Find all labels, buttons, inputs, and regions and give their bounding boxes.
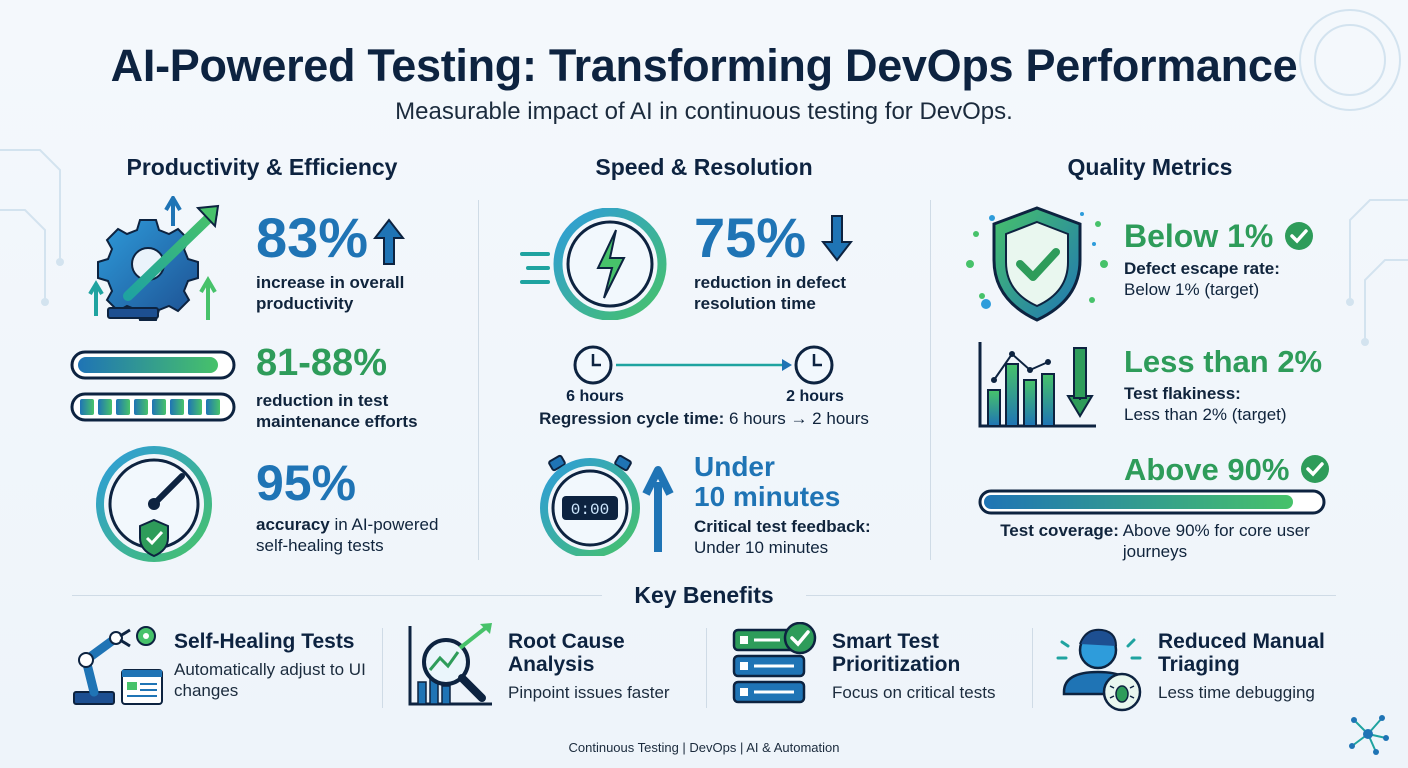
test-coverage-label: Test coverage: — [1000, 521, 1119, 540]
defect-resolution-desc: reduction in defect resolution time — [694, 273, 847, 313]
stopwatch-icon: 0:00 — [540, 454, 674, 556]
feedback-value-line1: Under — [694, 451, 775, 482]
regression-cycle-value: 6 hours → 2 hours — [724, 409, 869, 428]
benefit-desc: Focus on critical tests — [832, 683, 996, 702]
network-logo-icon — [1349, 715, 1389, 755]
check-circle-icon — [1284, 222, 1313, 250]
feedback-desc: Under 10 minutes — [694, 538, 829, 557]
robot-arm-icon — [73, 626, 163, 705]
feedback-desc-bold: Critical test feedback: — [694, 517, 871, 536]
page-title: AI-Powered Testing: Transforming DevOps … — [110, 40, 1298, 91]
defect-escape-value: Below 1% — [1124, 218, 1274, 254]
arrow-down-icon — [820, 215, 853, 262]
shield-check-icon — [966, 206, 1108, 322]
timeline-end-label: 2 hours — [786, 388, 844, 405]
feedback-value-line2: 10 minutes — [694, 481, 841, 512]
benefit-title: Smart Test Prioritization — [832, 630, 961, 676]
divider — [806, 595, 1336, 596]
benefit-title: Reduced Manual Triaging — [1158, 630, 1325, 676]
benefit-self-healing: Self-Healing Tests Automatically adjust … — [72, 622, 372, 712]
test-flakiness-desc: Less than 2% (target) — [1124, 405, 1287, 424]
productivity-heading: Productivity & Efficiency — [126, 154, 398, 180]
regression-cycle-label: Regression cycle time: — [539, 409, 725, 428]
person-bug-icon — [1056, 628, 1142, 712]
benefit-divider — [382, 628, 383, 708]
self-healing-accuracy-desc-bold: accuracy — [256, 515, 330, 534]
speed-heading: Speed & Resolution — [595, 154, 813, 180]
benefit-desc: Automatically adjust to UI changes — [174, 660, 366, 700]
clock-icon — [794, 345, 834, 385]
productivity-increase-desc: increase in overall productivity — [256, 273, 405, 313]
page-subtitle: Measurable impact of AI in continuous te… — [395, 98, 1013, 125]
arrow-up-icon — [372, 218, 405, 265]
fast-clock-icon — [520, 208, 667, 320]
maintenance-progress-bars-icon — [70, 350, 236, 422]
benefit-prioritization: Smart Test Prioritization Focus on criti… — [730, 622, 1030, 712]
regression-timeline-graphic — [573, 345, 834, 385]
benefit-root-cause: Root Cause Analysis Pinpoint issues fast… — [406, 622, 696, 712]
quality-heading: Quality Metrics — [1067, 154, 1233, 180]
stopwatch-display: 0:00 — [571, 501, 609, 519]
defect-escape-label: Defect escape rate: — [1124, 259, 1280, 278]
column-divider — [478, 200, 479, 560]
test-flakiness-value: Less than 2% — [1124, 344, 1323, 379]
key-benefits-heading: Key Benefits — [634, 582, 774, 608]
prioritized-list-icon — [732, 622, 817, 704]
benefit-title: Root Cause Analysis — [508, 630, 625, 676]
defect-resolution-value: 75% — [694, 206, 807, 269]
check-circle-icon — [1300, 455, 1329, 483]
maintenance-reduction-desc: reduction in test maintenance efforts — [256, 391, 418, 431]
benefit-desc: Pinpoint issues faster — [508, 683, 670, 702]
benefit-title: Self-Healing Tests — [174, 630, 355, 653]
productivity-increase-value: 83% — [256, 206, 369, 269]
self-healing-accuracy-value: 95% — [256, 455, 357, 511]
column-divider — [930, 200, 931, 560]
maintenance-reduction-value: 81-88% — [256, 342, 387, 384]
divider — [72, 595, 602, 596]
defect-escape-desc: Below 1% (target) — [1124, 280, 1260, 299]
gear-growth-icon — [88, 196, 220, 321]
benefit-desc: Less time debugging — [1158, 683, 1315, 702]
test-coverage-desc: Above 90% for core user journeys — [1118, 521, 1310, 561]
footer-tagline: Continuous Testing | DevOps | AI & Autom… — [568, 740, 840, 755]
benefit-manual-triaging: Reduced Manual Triaging Less time debugg… — [1056, 622, 1356, 712]
test-coverage-value: Above 90% — [1124, 452, 1290, 487]
clock-icon — [573, 345, 613, 385]
declining-bar-chart-icon — [978, 342, 1096, 428]
benefit-divider — [1032, 628, 1033, 708]
self-healing-accuracy-desc: in AI-powered self-healing tests — [256, 515, 439, 555]
test-flakiness-label: Test flakiness: — [1124, 384, 1241, 403]
test-coverage-bar — [978, 489, 1326, 515]
gauge-shield-icon — [96, 446, 212, 562]
magnifier-chart-icon — [408, 623, 492, 706]
timeline-start-label: 6 hours — [566, 388, 624, 405]
benefit-divider — [706, 628, 707, 708]
